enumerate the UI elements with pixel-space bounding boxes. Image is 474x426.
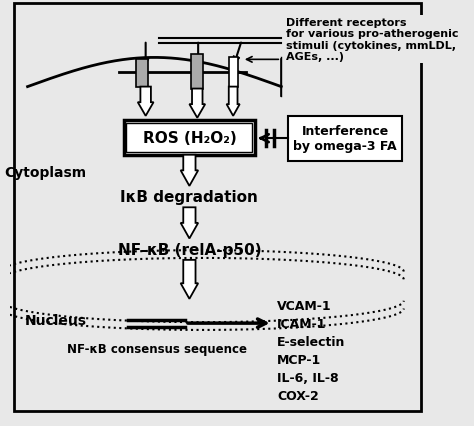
FancyArrow shape: [190, 89, 205, 118]
Text: Different receptors
for various pro-atherogenic
stimuli (cytokines, mmLDL,
AGEs,: Different receptors for various pro-athe…: [286, 17, 458, 62]
FancyArrow shape: [181, 208, 198, 239]
Text: VCAM-1
ICAM-1
E-selectin
MCP-1
IL-6, IL-8
COX-2: VCAM-1 ICAM-1 E-selectin MCP-1 IL-6, IL-…: [277, 299, 345, 402]
Text: NF-κB (relA-p50): NF-κB (relA-p50): [118, 242, 261, 257]
FancyArrow shape: [181, 155, 198, 187]
Bar: [191, 55, 203, 89]
Text: Cytoplasm: Cytoplasm: [4, 166, 86, 180]
Text: IκB degradation: IκB degradation: [120, 190, 258, 204]
FancyArrow shape: [181, 260, 198, 299]
Bar: [127, 124, 252, 153]
FancyArrow shape: [227, 87, 240, 117]
Bar: [124, 121, 255, 155]
Text: ROS (H₂O₂): ROS (H₂O₂): [143, 130, 236, 145]
Text: Interference
by omega-3 FA: Interference by omega-3 FA: [293, 125, 397, 153]
Text: Nucleus: Nucleus: [25, 314, 87, 328]
Bar: [229, 58, 237, 87]
Bar: [288, 117, 402, 161]
Text: NF-κB consensus sequence: NF-κB consensus sequence: [67, 342, 247, 355]
FancyArrow shape: [138, 87, 154, 117]
Bar: [136, 60, 148, 87]
